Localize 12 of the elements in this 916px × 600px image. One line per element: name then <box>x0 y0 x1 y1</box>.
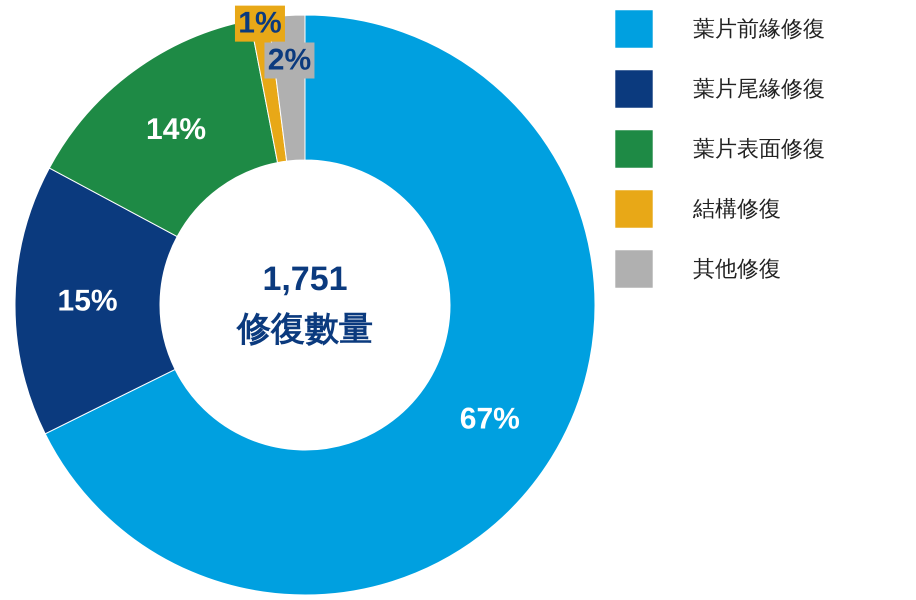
data-label: 15% <box>58 284 118 318</box>
legend-label: 葉片尾緣修復 <box>693 76 825 101</box>
legend-label: 葉片前緣修復 <box>693 16 825 41</box>
data-label: 1% <box>238 6 282 40</box>
text: 1,751 <box>262 260 348 298</box>
legend-label: 葉片表面修復 <box>693 136 825 161</box>
text: 修復數量 <box>236 310 373 348</box>
legend-label: 其他修復 <box>693 256 781 281</box>
data-label: 67% <box>460 402 520 436</box>
data-label: 14% <box>146 112 206 146</box>
legend-label: 結構修復 <box>692 196 781 221</box>
data-label: 2% <box>268 43 312 76</box>
